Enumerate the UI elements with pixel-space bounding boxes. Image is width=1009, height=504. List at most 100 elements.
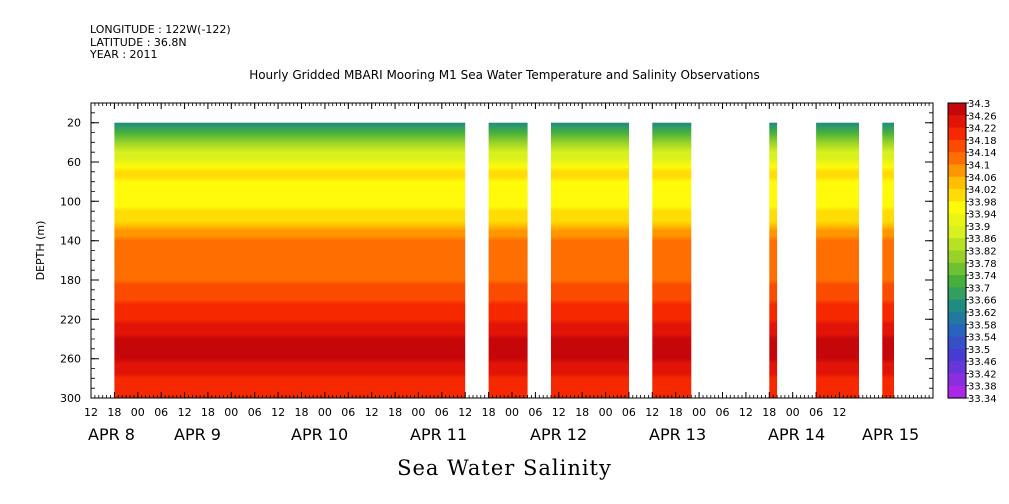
- x-date-label: APR 13: [649, 425, 706, 444]
- colorbar-label: 33.7: [968, 283, 990, 294]
- colorbar-label: 33.54: [968, 333, 997, 344]
- colorbar-bin: [948, 103, 966, 116]
- y-tick-label: 60: [67, 156, 81, 169]
- axes: 12 18 00 06 12 18 00 06 12 18 00 06 12 18 00 06 12 18 00 06…: [34, 102, 934, 444]
- x-tick-label: 00: [505, 406, 519, 419]
- colorbar-label: 33.82: [968, 247, 997, 258]
- y-tick-label: 260: [60, 353, 81, 366]
- data-segment: [488, 122, 528, 398]
- x-tick-label: 00: [224, 406, 238, 419]
- colorbar-bin: [948, 127, 966, 141]
- x-tick-label: 18: [762, 406, 776, 419]
- colorbar-label: 33.58: [968, 320, 997, 331]
- colorbar-label: 33.78: [968, 259, 997, 270]
- colorbar-bin: [948, 152, 966, 166]
- colorbar-bin: [948, 336, 966, 350]
- x-tick-label: 00: [318, 406, 332, 419]
- colorbar-bin: [948, 189, 966, 202]
- x-tick-label: 06: [809, 406, 823, 419]
- colorbar-label: 34.1: [968, 161, 990, 172]
- colorbar-label: 34.3: [968, 99, 990, 110]
- colorbar-label: 33.74: [968, 271, 997, 282]
- colorbar-bin: [948, 164, 966, 178]
- x-tick-label: 06: [435, 406, 449, 419]
- colorbar-bin: [948, 324, 966, 338]
- chart-title: Hourly Gridded MBARI Mooring M1 Sea Wate…: [249, 68, 760, 82]
- x-tick-label: 12: [832, 406, 846, 419]
- y-tick-label: 140: [60, 235, 81, 248]
- data-segment: [882, 122, 894, 398]
- x-tick-label: 06: [528, 406, 542, 419]
- y-tick-label: 20: [67, 117, 81, 130]
- latitude-label: LATITUDE : 36.8N: [90, 35, 187, 49]
- x-tick-label: 00: [131, 406, 145, 419]
- colorbar-label: 33.66: [968, 296, 997, 307]
- y-tick-label: 300: [60, 392, 81, 405]
- colorbar-label: 34.02: [968, 185, 997, 196]
- x-tick-label: 18: [388, 406, 402, 419]
- data-segment: [769, 122, 778, 398]
- x-tick-label: 18: [575, 406, 589, 419]
- colorbar-label: 33.94: [968, 210, 997, 221]
- year-label: YEAR : 2011: [90, 48, 158, 61]
- colorbar-bin: [948, 250, 966, 264]
- colorbar-bin: [948, 213, 966, 227]
- x-tick-label: 06: [716, 406, 730, 419]
- colorbar-bin: [948, 373, 966, 387]
- metadata-block: LONGITUDE : 122W(-122) LATITUDE : 36.8N …: [90, 23, 231, 62]
- x-tick-label: 06: [154, 406, 168, 419]
- x-tick-label: 06: [248, 406, 262, 419]
- longitude-label: LONGITUDE : 122W(-122): [90, 23, 231, 36]
- x-tick-label: 12: [458, 406, 472, 419]
- y-tick-label: 220: [60, 313, 81, 326]
- colorbar-label: 33.34: [968, 394, 997, 405]
- x-tick-label: 12: [365, 406, 379, 419]
- colorbar-bin: [948, 275, 966, 288]
- x-date-label: APR 15: [862, 425, 919, 444]
- colorbar-label: 33.98: [968, 197, 997, 208]
- x-tick-label: 06: [622, 406, 636, 419]
- x-tick-label: 12: [645, 406, 659, 419]
- x-tick-label: 12: [271, 406, 285, 419]
- colorbar-bin: [948, 262, 966, 276]
- colorbar-label: 34.06: [968, 173, 997, 184]
- colorbar-bin: [948, 312, 966, 325]
- colorbar-label: 33.46: [968, 357, 997, 368]
- colorbar-bin: [948, 139, 966, 153]
- colorbar-label: 33.62: [968, 308, 997, 319]
- data-segment: [551, 122, 629, 398]
- x-tick-label: 00: [786, 406, 800, 419]
- colorbar-bin: [948, 385, 966, 399]
- colorbar-bin: [948, 361, 966, 374]
- x-date-label: APR 9: [174, 425, 221, 444]
- colorbar-bin: [948, 299, 966, 313]
- x-date-label: APR 14: [768, 425, 825, 444]
- x-tick-label: 12: [84, 406, 98, 419]
- x-tick-label: 06: [341, 406, 355, 419]
- y-tick-label: 100: [60, 195, 81, 208]
- x-axis-title: Sea Water Salinity: [397, 456, 612, 480]
- colorbar-bin: [948, 238, 966, 252]
- colorbar-label: 34.26: [968, 111, 997, 122]
- colorbar-label: 34.22: [968, 124, 997, 135]
- x-date-label: APR 10: [291, 425, 348, 444]
- x-tick-label: 12: [552, 406, 566, 419]
- x-tick-label: 00: [411, 406, 425, 419]
- x-tick-label: 18: [201, 406, 215, 419]
- colorbar-bin: [948, 115, 966, 129]
- colorbar-bin: [948, 225, 966, 239]
- x-tick-label: 00: [599, 406, 613, 419]
- colorbar-bin: [948, 348, 966, 362]
- x-tick-label: 18: [107, 406, 121, 419]
- colorbar-bin: [948, 201, 966, 215]
- colorbar-label: 33.9: [968, 222, 990, 233]
- colorbar-label: 33.86: [968, 234, 997, 245]
- data-segment: [652, 122, 692, 398]
- colorbar: 34.334.2634.2234.1834.1434.134.0634.0233…: [947, 99, 997, 405]
- y-tick-label: 180: [60, 274, 81, 287]
- colorbar-bin: [948, 287, 966, 301]
- x-tick-label: 18: [295, 406, 309, 419]
- colorbar-label: 34.14: [968, 148, 997, 159]
- x-date-label: APR 11: [410, 425, 467, 444]
- x-tick-label: 12: [739, 406, 753, 419]
